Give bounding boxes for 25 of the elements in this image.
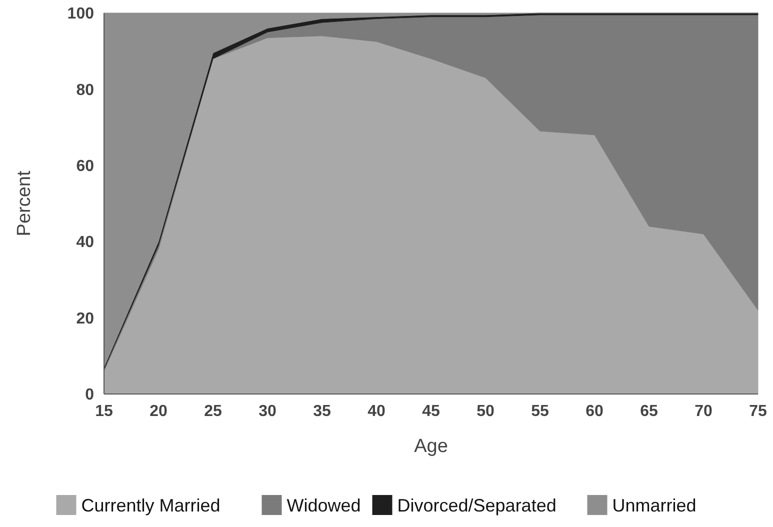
x-tick-label: 20 (150, 403, 168, 420)
x-tick-label: 25 (204, 403, 222, 420)
legend-label: Divorced/Separated (397, 495, 556, 516)
x-tick-label: 75 (749, 403, 767, 420)
x-tick-label: 35 (313, 403, 331, 420)
legend-label: Unmarried (612, 495, 696, 516)
x-tick-label: 55 (531, 403, 549, 420)
y-axis-title: Percent (14, 170, 35, 236)
x-tick-label: 70 (694, 403, 712, 420)
x-tick-label: 15 (95, 403, 113, 420)
y-tick-label: 100 (67, 6, 94, 23)
x-tick-label: 65 (640, 403, 658, 420)
legend-label: Currently Married (81, 495, 220, 516)
x-tick-label: 60 (586, 403, 604, 420)
y-tick-label: 60 (76, 158, 94, 175)
x-tick-label: 30 (258, 403, 276, 420)
x-tick-label: 40 (368, 403, 386, 420)
y-tick-label: 0 (85, 386, 94, 404)
y-tick-label: 40 (76, 234, 94, 252)
legend-label: Widowed (286, 495, 361, 516)
y-tick-label: 20 (76, 310, 94, 328)
x-axis-title: Age (414, 436, 448, 457)
y-tick-label: 80 (76, 82, 94, 99)
x-tick-label: 45 (422, 403, 440, 420)
x-tick-label: 50 (476, 403, 494, 420)
